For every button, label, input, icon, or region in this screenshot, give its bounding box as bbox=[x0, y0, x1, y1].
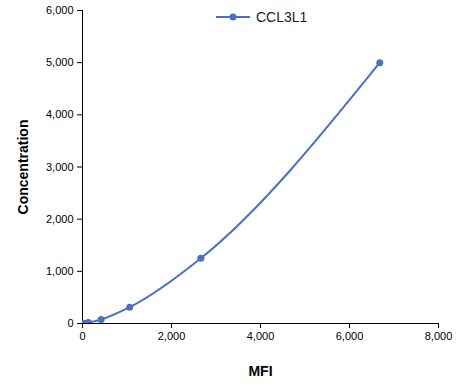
svg-text:Concentration: Concentration bbox=[15, 120, 31, 215]
svg-text:3,000: 3,000 bbox=[46, 161, 74, 173]
svg-text:2,000: 2,000 bbox=[158, 330, 186, 342]
svg-text:0: 0 bbox=[79, 330, 85, 342]
svg-text:4,000: 4,000 bbox=[46, 108, 74, 120]
svg-text:1,000: 1,000 bbox=[46, 265, 74, 277]
svg-text:MFI: MFI bbox=[248, 363, 272, 379]
svg-text:2,000: 2,000 bbox=[46, 213, 74, 225]
svg-text:0: 0 bbox=[67, 317, 73, 329]
svg-text:5,000: 5,000 bbox=[46, 56, 74, 68]
svg-text:8,000: 8,000 bbox=[425, 330, 453, 342]
svg-text:6,000: 6,000 bbox=[46, 4, 74, 16]
html-text:CCL3L1: CCL3L1 bbox=[256, 9, 308, 25]
svg-text:6,000: 6,000 bbox=[336, 330, 364, 342]
svg-text:4,000: 4,000 bbox=[247, 330, 275, 342]
